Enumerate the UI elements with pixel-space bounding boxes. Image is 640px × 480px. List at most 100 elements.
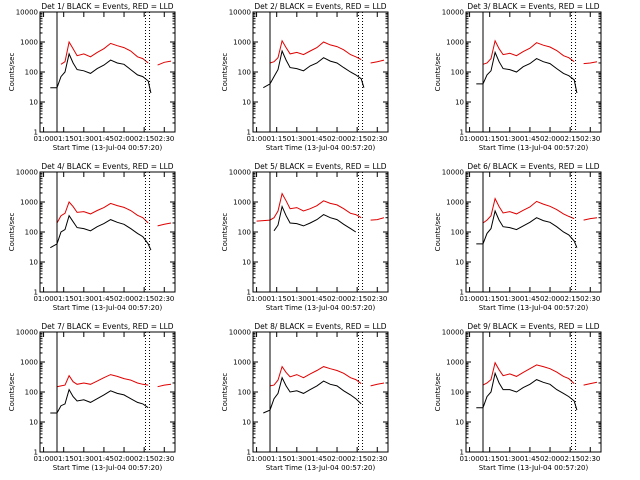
panel-title: Det 8/ BLACK = Events, RED = LLD [254, 322, 386, 331]
x-tick-label: 02:00 [327, 135, 347, 143]
panel-title: Det 6/ BLACK = Events, RED = LLD [467, 162, 599, 171]
panel-det-9: Det 9/ BLACK = Events, RED = LLD 1 10 100 10… [434, 322, 602, 472]
lld-series-line [269, 39, 362, 64]
x-tick-label: 01:30 [500, 135, 520, 143]
x-axis-label: Start Time (13-Jul-04 00:57:20) [479, 304, 589, 312]
y-tick-label: 10 [242, 99, 251, 107]
y-tick-label: 10000 [442, 9, 464, 17]
x-axis-label: Start Time (13-Jul-04 00:57:20) [266, 144, 376, 152]
y-tick-label: 1 [34, 449, 38, 457]
y-tick-label: 1000 [20, 359, 38, 367]
lld-series-line [482, 39, 575, 65]
x-tick-label: 02:30 [367, 295, 387, 303]
lld-series-line [482, 361, 575, 386]
events-series-line [476, 50, 578, 94]
y-tick-label: 10 [242, 419, 251, 427]
y-tick-label: 1000 [446, 359, 464, 367]
plot-frame [465, 331, 602, 453]
y-axis-label: Counts/sec [434, 373, 442, 412]
x-tick-label: 02:00 [114, 455, 134, 463]
x-tick-label: 01:45 [94, 455, 114, 463]
panel-det-7: Det 7/ BLACK = Events, RED = LLD 1 10 100 10… [8, 322, 176, 472]
x-tick-label: 01:15 [54, 295, 74, 303]
x-tick-label: 01:00 [459, 135, 479, 143]
x-tick-label: 02:00 [540, 135, 560, 143]
panel-det-3: Det 3/ BLACK = Events, RED = LLD 1 10 100 10… [434, 2, 602, 152]
y-tick-label: 1 [247, 449, 251, 457]
plot-frame [39, 171, 176, 293]
y-tick-label: 10000 [442, 169, 464, 177]
x-tick-label: 02:00 [114, 295, 134, 303]
y-tick-label: 10000 [16, 329, 38, 337]
y-tick-label: 1000 [20, 39, 38, 47]
y-tick-label: 1000 [233, 39, 251, 47]
x-tick-label: 01:00 [459, 295, 479, 303]
panel-title: Det 9/ BLACK = Events, RED = LLD [467, 322, 599, 331]
lld-series-line [56, 374, 149, 388]
panel-det-2: Det 2/ BLACK = Events, RED = LLD 1 10 100 10… [221, 2, 389, 152]
panel-title: Det 2/ BLACK = Events, RED = LLD [254, 2, 386, 11]
x-tick-label: 02:30 [367, 455, 387, 463]
panel-title: Det 5/ BLACK = Events, RED = LLD [254, 162, 386, 171]
x-tick-label: 01:15 [267, 295, 287, 303]
y-tick-label: 10 [242, 259, 251, 267]
plot-frame [252, 331, 389, 453]
lld-series-line [370, 217, 385, 221]
x-tick-label: 02:15 [560, 455, 580, 463]
panel-det-6: Det 6/ BLACK = Events, RED = LLD 1 10 100 10… [434, 162, 602, 312]
x-tick-label: 01:00 [33, 455, 53, 463]
y-axis-label: Counts/sec [8, 373, 16, 412]
x-axis-label: Start Time (13-Jul-04 00:57:20) [479, 464, 589, 472]
events-series-line [50, 52, 152, 94]
y-tick-label: 1 [247, 129, 251, 137]
x-tick-label: 02:00 [327, 295, 347, 303]
x-axis-label: Start Time (13-Jul-04 00:57:20) [266, 304, 376, 312]
y-axis-label: Counts/sec [221, 373, 229, 412]
x-tick-label: 01:15 [480, 455, 500, 463]
y-axis-label: Counts/sec [434, 53, 442, 92]
y-tick-label: 1 [460, 289, 464, 297]
x-tick-label: 01:15 [480, 135, 500, 143]
y-tick-label: 1 [460, 449, 464, 457]
events-series-line [263, 376, 362, 414]
x-tick-label: 01:30 [500, 455, 520, 463]
lld-series-line [157, 222, 172, 227]
y-tick-label: 1000 [233, 359, 251, 367]
x-tick-label: 02:30 [154, 135, 174, 143]
y-tick-label: 1000 [446, 199, 464, 207]
x-tick-label: 02:15 [560, 295, 580, 303]
x-tick-label: 02:15 [347, 135, 367, 143]
y-axis-label: Counts/sec [221, 53, 229, 92]
y-tick-label: 1 [460, 129, 464, 137]
x-tick-label: 02:15 [134, 455, 154, 463]
y-tick-label: 10000 [442, 329, 464, 337]
y-tick-label: 100 [451, 69, 464, 77]
lld-series-line [157, 383, 172, 388]
y-tick-label: 1000 [446, 39, 464, 47]
x-tick-label: 01:30 [74, 295, 94, 303]
x-tick-label: 02:15 [347, 455, 367, 463]
x-tick-label: 01:30 [287, 455, 307, 463]
panel-det-8: Det 8/ BLACK = Events, RED = LLD 1 10 100 10… [221, 322, 389, 472]
lld-series-line [583, 381, 598, 386]
lld-series-line [60, 40, 149, 65]
x-axis-label: Start Time (13-Jul-04 00:57:20) [53, 144, 163, 152]
y-tick-label: 10000 [229, 169, 251, 177]
y-tick-label: 1 [34, 289, 38, 297]
y-tick-label: 10000 [16, 169, 38, 177]
y-tick-label: 10 [29, 419, 38, 427]
y-tick-label: 10 [29, 259, 38, 267]
events-series-line [263, 49, 365, 89]
lld-series-line [56, 201, 149, 224]
x-tick-label: 01:45 [307, 295, 327, 303]
x-tick-label: 01:30 [287, 135, 307, 143]
x-tick-label: 01:45 [307, 135, 327, 143]
events-series-line [50, 388, 149, 414]
x-tick-label: 01:30 [500, 295, 520, 303]
y-tick-label: 10 [455, 99, 464, 107]
panel-title: Det 3/ BLACK = Events, RED = LLD [467, 2, 599, 11]
y-tick-label: 10 [455, 419, 464, 427]
x-axis-label: Start Time (13-Jul-04 00:57:20) [53, 464, 163, 472]
lld-series-line [482, 197, 575, 224]
x-tick-label: 01:00 [246, 295, 266, 303]
